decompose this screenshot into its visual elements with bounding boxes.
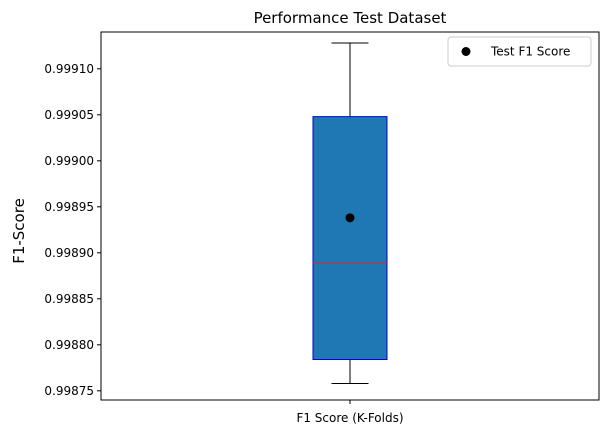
y-tick-label-7: 0.99910 [44,62,94,76]
y-axis-label: F1-Score [10,198,28,264]
legend-label-test-f1-score: Test F1 Score [490,45,570,59]
y-tick-label-6: 0.99905 [44,108,94,122]
legend-box [447,36,592,67]
y-tick-label-0: 0.99875 [44,384,94,398]
legend-marker-test-f1-score [461,47,471,56]
y-tick-label-2: 0.99885 [44,292,94,306]
plot-area: 0.99875 0.99880 0.99885 0.99890 0.99895 0.999… [44,42,404,425]
x-tick-label-0: F1 Score (K-Folds) [296,411,403,425]
chart-title: Performance Test Dataset [254,9,447,27]
y-tick-label-5: 0.99900 [44,154,94,168]
y-tick-label-1: 0.99880 [44,338,94,352]
y-tick-label-4: 0.99895 [44,200,94,214]
legend: Test F1 Score [447,36,592,67]
y-tick-label-3: 0.99890 [44,246,94,260]
plot-frame [100,31,600,401]
iqr-box [312,116,388,361]
test-f1-score-point-0 [345,213,355,223]
